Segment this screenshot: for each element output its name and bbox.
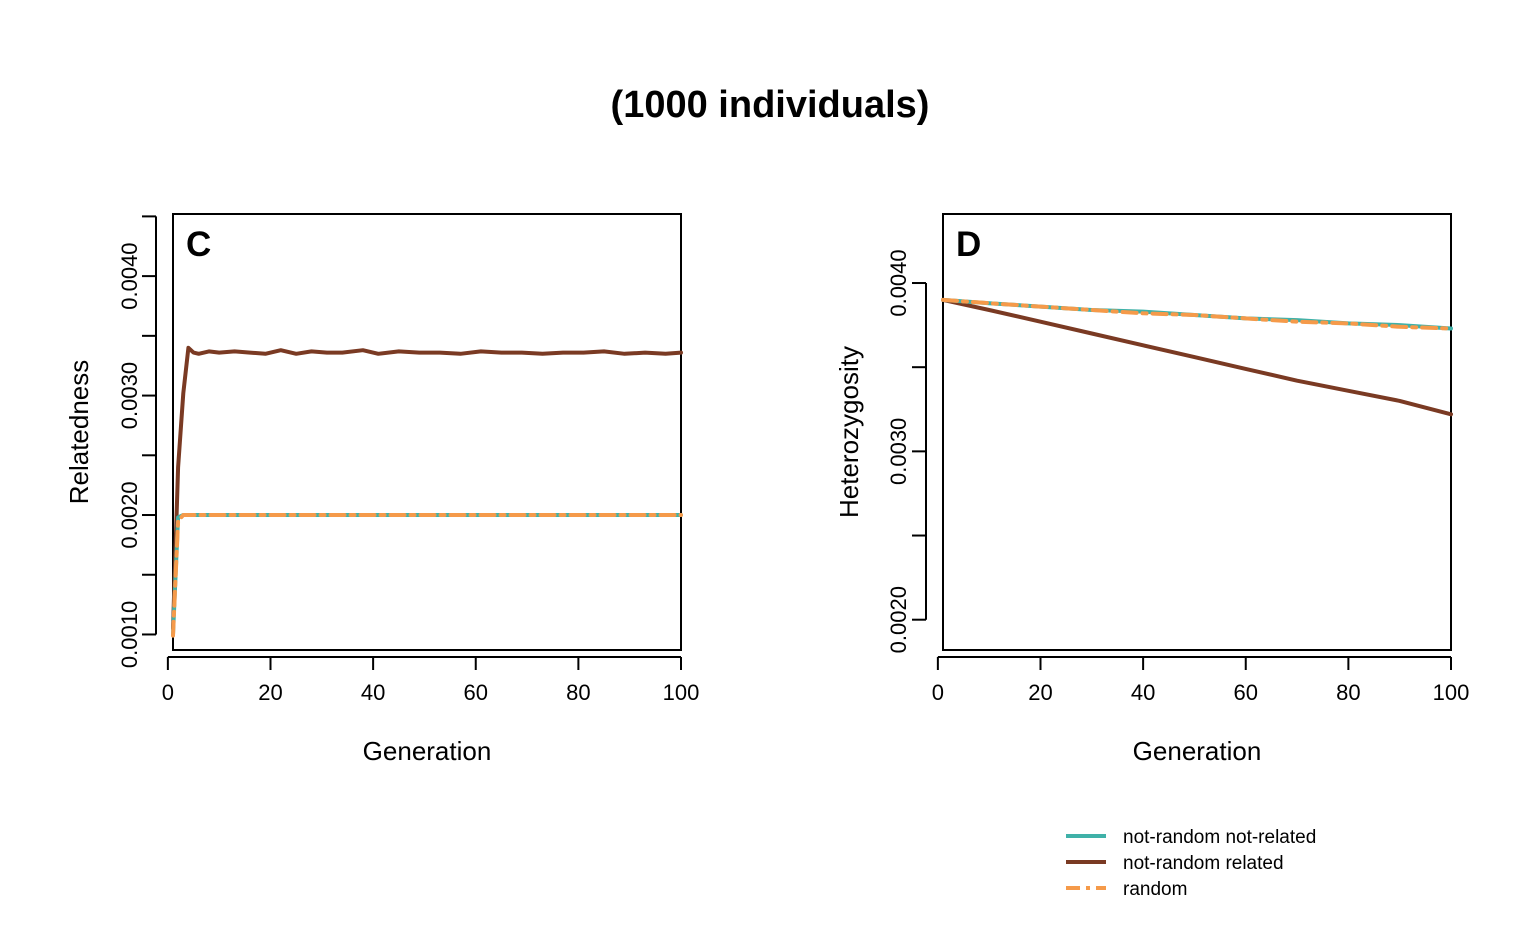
panel-d-x-tick-label: 40 <box>1131 680 1155 705</box>
panel-c-chart: 0 20 40 60 80 100 0.0010 0.0020 0.0030 0.0040 Gene… <box>64 213 700 766</box>
panel-d-series-not-random-related <box>941 297 1453 417</box>
main-title: (1000 individuals) <box>611 84 930 126</box>
panel-c-x-tick-label: 80 <box>566 680 590 705</box>
panel-c-y-tick-label: 0.0020 <box>117 481 142 548</box>
legend: not-random not-related not-random relate… <box>1066 827 1316 900</box>
panel-c-y-tick-label: 0.0040 <box>117 242 142 309</box>
panel-c-label: C <box>186 225 211 264</box>
panel-d-x-tick-label: 60 <box>1234 680 1258 705</box>
panel-d-frame <box>942 213 1452 651</box>
panel-c-frame <box>172 213 682 651</box>
panel-c-x-tick-label: 100 <box>663 680 700 705</box>
panel-c-x-tick-label: 60 <box>464 680 488 705</box>
panel-c-x-tick-label: 20 <box>258 680 282 705</box>
panel-c-series-random <box>171 513 683 638</box>
panel-c-x-tick-label: 40 <box>361 680 385 705</box>
panel-d-chart: 0 20 40 60 80 100 0.0020 0.0030 0.0040 Generation… <box>834 213 1470 766</box>
panel-d-x-tick-label: 80 <box>1336 680 1360 705</box>
panel-d-y-tick-label: 0.0030 <box>886 418 911 485</box>
panel-d-x-tick-label: 20 <box>1028 680 1052 705</box>
legend-label-random: random <box>1123 879 1187 900</box>
panel-d-y-tick-label: 0.0040 <box>886 249 911 316</box>
panel-d-x-tick-label: 100 <box>1433 680 1470 705</box>
panel-c-y-tick-label: 0.0030 <box>117 362 142 429</box>
panel-d-series-random <box>941 297 1453 331</box>
panel-c-series-not-random-not-related <box>171 513 683 637</box>
panel-c-y-axis-title: Relatedness <box>64 360 94 505</box>
panel-d-y-axis-title: Heterozygosity <box>834 346 864 518</box>
panel-d-x-axis-title: Generation <box>1133 736 1262 766</box>
panel-c-series-not-random-related <box>171 345 683 631</box>
legend-label-not-random-related: not-random related <box>1123 853 1284 874</box>
legend-label-not-random-not-related: not-random not-related <box>1123 827 1316 848</box>
panel-d-label: D <box>956 225 981 264</box>
panel-d-y-tick-label: 0.0020 <box>886 586 911 653</box>
panel-c-x-axis-title: Generation <box>363 736 492 766</box>
panel-c-x-tick-label: 0 <box>162 680 174 705</box>
panel-c-y-tick-label: 0.0010 <box>117 601 142 668</box>
panel-d-x-tick-label: 0 <box>932 680 944 705</box>
